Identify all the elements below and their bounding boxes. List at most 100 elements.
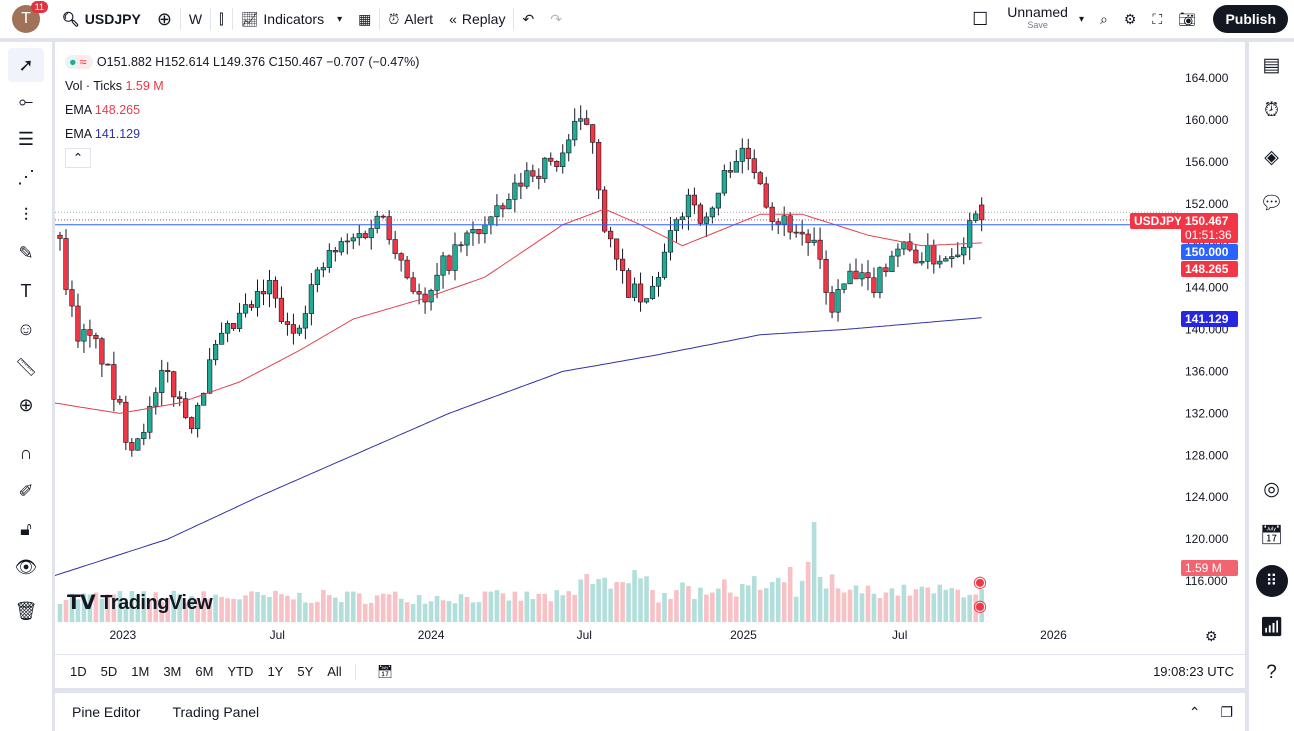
volume-bar [967,594,973,622]
legend-ema1-row[interactable]: EMA 148.265 [65,98,419,122]
volume-bar [350,591,356,622]
icon-tool[interactable]: ☺ [0,310,52,348]
interval-button[interactable]: W [181,0,210,38]
volume-bar [668,598,673,622]
candle-body [458,244,464,247]
calendar-button[interactable]: 📅︎ [1249,512,1294,558]
avatar[interactable]: T 11 [12,1,48,33]
volume-bar [937,584,943,622]
interval-label: W [188,11,203,27]
pattern-tool[interactable]: ⋰ [0,158,52,196]
templates-button[interactable]: ▦ [350,0,379,38]
measure-tool[interactable]: 📏︎ [0,348,52,386]
quick-search-button[interactable]: ⌕ [1092,0,1116,38]
range-5d[interactable]: 5D [100,664,118,679]
help-button[interactable]: ? [1249,650,1294,696]
tradingview-logo[interactable]: 𝗧𝗩 TradingView [67,590,213,615]
trading-panel-tab[interactable]: Trading Panel [172,704,260,720]
volume-bar [638,578,643,622]
legend-volume-row[interactable]: Vol · Ticks 1.59 M [65,74,419,98]
range-all[interactable]: All [327,664,342,679]
price-tick-label: 136.000 [1185,364,1229,378]
clock[interactable]: 19:08:23 UTC [1153,664,1234,679]
candle-body [817,239,823,260]
publish-button[interactable]: Publish [1213,5,1288,33]
chart-pane[interactable]: 164.000160.000156.000152.000148.000144.0… [55,42,1245,688]
fullscreen-button[interactable]: ⛶ [1144,0,1170,38]
volume-bar [859,593,865,622]
bar-countdown: 01:51:36 [1185,228,1232,242]
lock-drawing-tool[interactable]: ✐ [0,472,52,510]
range-1y[interactable]: 1Y [267,664,284,679]
apps-button[interactable]: ⠿ [1249,558,1294,604]
candle-body [183,398,189,418]
range-3m[interactable]: 3M [163,664,182,679]
undo-button[interactable]: ↶ [514,0,542,38]
forecast-tool[interactable]: ⫶ [0,196,52,234]
candle-body [715,192,721,209]
candle-body [955,254,961,257]
top-toolbar: T 11 🔍︎ USDJPY ⊕ W ⫿ 📈︎ Indicators ▾ ▦ ⏰︎ Ale… [0,0,1294,38]
search-icon: 🔍︎ [62,10,80,27]
volume-bar [189,596,194,622]
symbol-search[interactable]: 🔍︎ USDJPY [54,0,149,38]
volume-bar [416,595,422,622]
fib-tool[interactable]: ☰ [0,120,52,158]
events-icon[interactable]: ◉ [973,574,987,591]
candle-body [488,216,494,226]
trend-line-tool[interactable]: ⟜ [0,82,52,120]
replay-button[interactable]: «Replay [441,0,513,38]
alert-button[interactable]: ⏰︎ Alert [380,0,441,38]
watchlist-button[interactable]: ▤ [1249,42,1294,88]
pine-editor-tab[interactable]: Pine Editor [72,704,141,720]
chart-settings-button[interactable]: ⚙ [1205,628,1218,645]
lock-all-tool[interactable]: 🔓︎ [0,510,52,548]
candle-body [871,277,877,294]
range-ytd[interactable]: YTD [227,664,254,679]
range-5y[interactable]: 5Y [297,664,314,679]
alerts-button[interactable]: ⏰︎ [1249,88,1294,134]
goto-date-button[interactable]: 📅︎ [354,663,408,680]
candle-body [177,396,183,400]
hide-tool[interactable]: 👁︎ [0,548,52,586]
target-button[interactable]: ◎ [1249,466,1294,512]
volume-bar [410,603,416,622]
candle-body [631,283,638,298]
candle-body [847,270,853,285]
layers-button[interactable]: ◈ [1249,134,1294,180]
candle-body [590,124,596,143]
chart-type-button[interactable]: ⫿ [211,0,231,38]
candle-body [296,327,303,334]
range-1d[interactable]: 1D [70,664,87,679]
maximize-panel-button[interactable]: ❐ [1220,704,1233,721]
remove-tool[interactable]: 🗑︎ [0,592,52,630]
redo-button[interactable]: ↷ [542,0,570,38]
snapshot-button[interactable]: 📷︎ [1170,0,1204,38]
rewind-icon: « [449,11,457,27]
range-1m[interactable]: 1M [131,664,150,679]
collapse-panel-button[interactable]: ⌃ [1189,704,1201,721]
bottom-panel: Pine Editor Trading Panel ⌃ ❐ [55,693,1245,731]
range-6m[interactable]: 6M [195,664,214,679]
legend-ema2-row[interactable]: EMA 141.129 [65,122,419,146]
settings-button[interactable]: ⚙ [1116,0,1145,38]
volume-bar [943,589,949,622]
text-tool[interactable]: T [0,272,52,310]
candle-body [554,160,560,167]
chat-button[interactable]: 💬︎ [1249,180,1294,226]
indicators-button[interactable]: 📈︎ Indicators ▾ [233,0,351,38]
compare-button[interactable]: ⊕ [149,0,180,38]
brush-tool[interactable]: ✎ [0,234,52,272]
notification-badge: 11 [30,1,48,13]
signal-button[interactable]: 📶︎ [1249,604,1294,650]
collapse-legend-button[interactable]: ⌃ [65,148,91,168]
layout-button[interactable]: ☐ Unnamed Save ▾ [964,0,1092,38]
volume-bar [578,579,583,622]
zoom-tool[interactable]: ⊕ [0,386,52,424]
volume-bar [632,570,637,622]
cursor-tool[interactable]: ➚ [8,48,44,82]
candle-body [230,323,237,329]
us-flag-icon[interactable]: ◉ [973,598,987,615]
magnet-tool[interactable]: ∩ [0,434,52,472]
magnet-icon: ∩ [19,442,33,463]
